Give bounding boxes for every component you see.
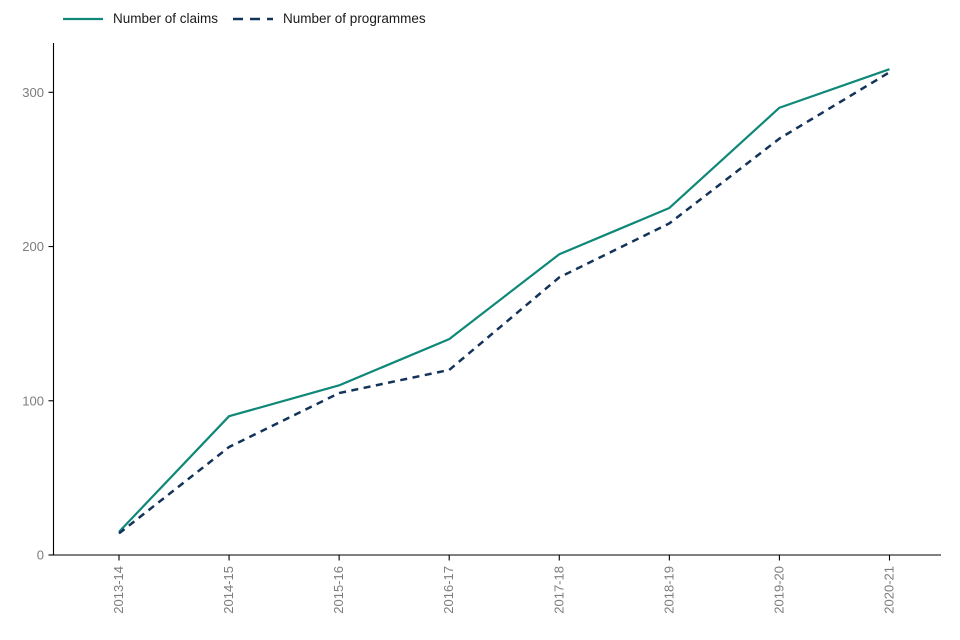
x-tick-label: 2017-18 <box>551 566 566 614</box>
x-tick-label: 2015-16 <box>331 566 346 614</box>
plot-area: 0 100 200 300 2013-14 2014-15 2015-16 2016-17 20… <box>22 68 896 614</box>
x-tick-label: 2020-21 <box>881 566 896 614</box>
legend-line-dashed-icon <box>233 17 274 20</box>
series-line <box>118 71 891 535</box>
y-tick-label: 300 <box>22 85 44 100</box>
legend-line-solid-icon <box>63 17 103 20</box>
legend-label-claims: Number of claims <box>113 11 219 26</box>
chart-legend: Number of claims Number of programmes <box>62 12 426 26</box>
y-tick-label: 100 <box>22 393 44 408</box>
x-tick-label: 2019-20 <box>771 566 786 614</box>
legend-item-claims: Number of claims <box>62 12 218 26</box>
y-tick-label: 0 <box>37 548 44 563</box>
x-tick-label: 2014-15 <box>221 566 236 614</box>
x-tick-label: 2018-19 <box>661 566 676 614</box>
x-tick-label: 2016-17 <box>441 566 456 614</box>
x-tick-label: 2013-14 <box>111 566 126 614</box>
legend-item-programmes: Number of programmes <box>232 12 426 26</box>
y-tick-label: 200 <box>22 239 44 254</box>
legend-label-programmes: Number of programmes <box>283 11 426 26</box>
series-line <box>118 68 890 533</box>
